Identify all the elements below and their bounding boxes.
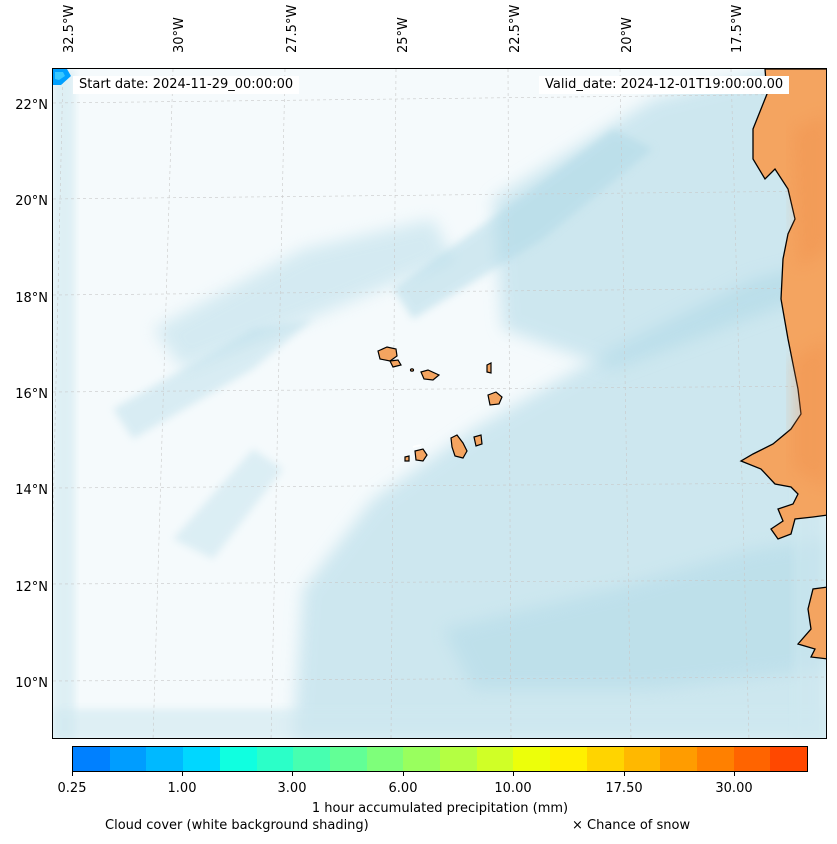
cb-tick-label: 6.00 <box>388 781 418 796</box>
lat-label-14n: 14°N <box>15 483 48 498</box>
lat-label-18n: 18°N <box>15 291 48 306</box>
colorbar-swatch <box>660 747 697 771</box>
lon-label-17-5w: 17.5°W <box>730 4 745 53</box>
cb-tick-label: 30.00 <box>715 781 753 796</box>
colorbar-swatch <box>219 747 257 771</box>
lon-label-32-5w: 32.5°W <box>62 4 77 53</box>
colorbar-swatch <box>623 747 661 771</box>
map-canvas <box>53 69 826 738</box>
cb-tick-label: 10.00 <box>494 781 532 796</box>
lon-label-27-5w: 27.5°W <box>285 4 300 53</box>
colorbar-swatch <box>329 747 367 771</box>
lon-label-25w: 25°W <box>396 17 411 53</box>
start-date-label: Start date: 2024-11-29_00:00:00 <box>73 76 300 94</box>
lat-label-22n: 22°N <box>15 98 48 113</box>
lat-label-16n: 16°N <box>15 387 48 402</box>
graticule <box>53 69 826 738</box>
colorbar-swatch <box>440 747 477 771</box>
colorbar-swatch <box>109 747 147 771</box>
colorbar-swatch <box>550 747 587 771</box>
lat-label-12n: 12°N <box>15 580 48 595</box>
colorbar-label: 1 hour accumulated precipitation (mm) <box>311 801 569 816</box>
lon-label-20w: 20°W <box>620 17 635 53</box>
lat-label-20n: 20°N <box>15 194 48 209</box>
colorbar-swatch <box>146 747 184 771</box>
cape-verde-islands <box>377 346 503 462</box>
colorbar-swatch <box>366 747 404 771</box>
colorbar-swatch <box>256 747 294 771</box>
cb-tick-label: 1.00 <box>167 781 197 796</box>
cb-tickmark <box>734 772 735 776</box>
cb-tickmark <box>182 772 183 776</box>
colorbar-swatch <box>293 747 330 771</box>
colorbar-swatch <box>770 747 808 771</box>
cb-tickmark <box>292 772 293 776</box>
colorbar-swatch <box>73 747 110 771</box>
colorbar-swatch <box>403 747 441 771</box>
lon-label-22-5w: 22.5°W <box>508 4 523 53</box>
lon-label-30w: 30°W <box>172 17 187 53</box>
precipitation-colorbar <box>72 746 808 772</box>
snow-chance-note: × Chance of snow <box>572 818 691 833</box>
cb-tick-label: 17.50 <box>605 781 643 796</box>
map-panel[interactable] <box>52 68 827 739</box>
colorbar-swatch <box>586 747 624 771</box>
cb-tickmark <box>624 772 625 776</box>
colorbar-swatch <box>476 747 514 771</box>
colorbar-swatch <box>733 747 771 771</box>
cb-tickmark <box>403 772 404 776</box>
cb-tick-label: 0.25 <box>57 781 87 796</box>
colorbar-swatch <box>696 747 734 771</box>
cb-tickmark <box>513 772 514 776</box>
lat-label-10n: 10°N <box>15 676 48 691</box>
valid-date-label: Valid_date: 2024-12-01T19:00:00.00 <box>539 76 790 94</box>
cloud-cover-shading <box>53 69 826 738</box>
cb-tickmark <box>72 772 73 776</box>
cloud-cover-note: Cloud cover (white background shading) <box>105 818 369 833</box>
colorbar-swatch <box>513 747 551 771</box>
colorbar-swatch <box>183 747 220 771</box>
cb-tick-label: 3.00 <box>277 781 307 796</box>
